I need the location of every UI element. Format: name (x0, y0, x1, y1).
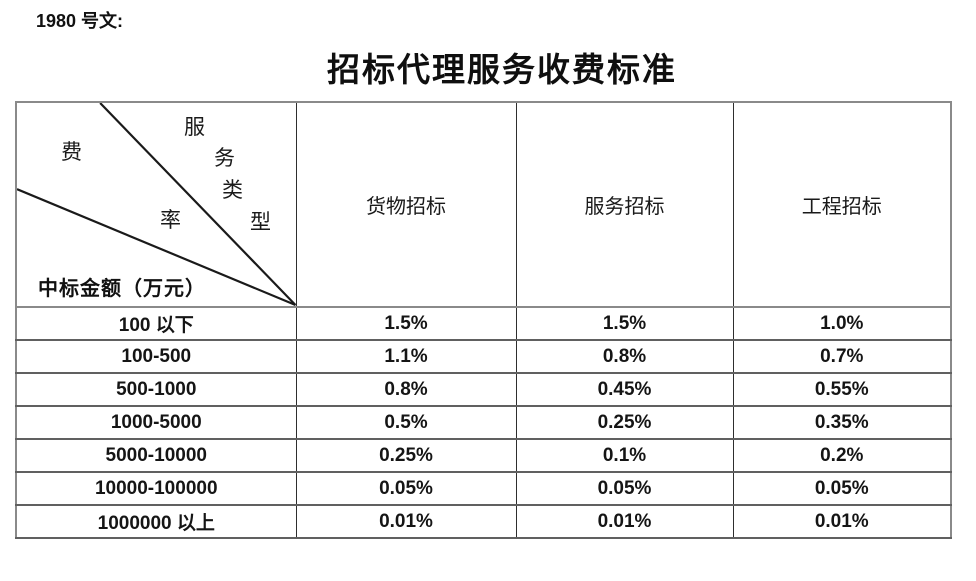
services-rate-cell: 1.5% (515, 306, 734, 341)
services-rate-cell: 0.01% (515, 504, 734, 539)
amount-range-cell: 500-1000 (15, 372, 297, 407)
services-rate-cell: 0.8% (515, 339, 734, 374)
engineering-rate-cell: 0.7% (732, 339, 952, 374)
goods-rate-cell: 0.25% (295, 438, 517, 473)
document-number: 1980 号文: (36, 11, 124, 31)
column-header-goods: 货物招标 (295, 102, 517, 308)
services-rate-cell: 0.45% (515, 372, 734, 407)
service-type-char: 服 (184, 115, 205, 139)
column-header-services: 服务招标 (515, 102, 734, 308)
table-row: 10000-100000 0.05% 0.05% 0.05% (15, 471, 952, 506)
goods-rate-cell: 1.5% (295, 306, 517, 341)
fee-table: 服 务 类 型 费 率 中标金额（万元） 货物招标 服务招标 工程招标 100 … (15, 101, 952, 539)
header-row: 服 务 类 型 费 率 中标金额（万元） 货物招标 服务招标 工程招标 (15, 102, 952, 308)
table-row: 5000-10000 0.25% 0.1% 0.2% (15, 438, 952, 473)
amount-range-cell: 5000-10000 (15, 438, 297, 473)
amount-range-cell: 10000-100000 (15, 471, 297, 506)
engineering-rate-cell: 1.0% (732, 306, 952, 341)
services-rate-cell: 0.25% (515, 405, 734, 440)
amount-range-cell: 100 以下 (15, 306, 297, 341)
goods-rate-cell: 0.5% (295, 405, 517, 440)
engineering-rate-cell: 0.2% (732, 438, 952, 473)
engineering-rate-cell: 0.35% (732, 405, 952, 440)
column-header-engineering: 工程招标 (732, 102, 952, 308)
fee-rate-char: 率 (160, 208, 181, 232)
service-type-char: 类 (222, 178, 243, 202)
table-row: 500-1000 0.8% 0.45% 0.55% (15, 372, 952, 407)
diagonal-lines-icon (17, 103, 296, 306)
page-title: 招标代理服务收费标准 (327, 53, 677, 89)
services-rate-cell: 0.05% (515, 471, 734, 506)
service-type-char: 务 (214, 146, 235, 170)
table-row: 100-500 1.1% 0.8% 0.7% (15, 339, 952, 374)
engineering-rate-cell: 0.05% (732, 471, 952, 506)
goods-rate-cell: 0.05% (295, 471, 517, 506)
service-type-char: 型 (250, 210, 271, 234)
amount-range-cell: 1000-5000 (15, 405, 297, 440)
fee-rate-char: 费 (61, 140, 82, 164)
services-rate-cell: 0.1% (515, 438, 734, 473)
table-row: 1000-5000 0.5% 0.25% 0.35% (15, 405, 952, 440)
amount-range-cell: 100-500 (15, 339, 297, 374)
table-row: 100 以下 1.5% 1.5% 1.0% (15, 306, 952, 341)
amount-axis-label: 中标金额（万元） (38, 278, 206, 300)
corner-cell: 服 务 类 型 费 率 中标金额（万元） (15, 102, 297, 308)
goods-rate-cell: 0.01% (295, 504, 517, 539)
fee-table-body: 100 以下 1.5% 1.5% 1.0% 100-500 1.1% 0.8% … (15, 306, 952, 539)
engineering-rate-cell: 0.01% (732, 504, 952, 539)
table-row: 1000000 以上 0.01% 0.01% 0.01% (15, 504, 952, 539)
goods-rate-cell: 0.8% (295, 372, 517, 407)
amount-range-cell: 1000000 以上 (15, 504, 297, 539)
goods-rate-cell: 1.1% (295, 339, 517, 374)
engineering-rate-cell: 0.55% (732, 372, 952, 407)
